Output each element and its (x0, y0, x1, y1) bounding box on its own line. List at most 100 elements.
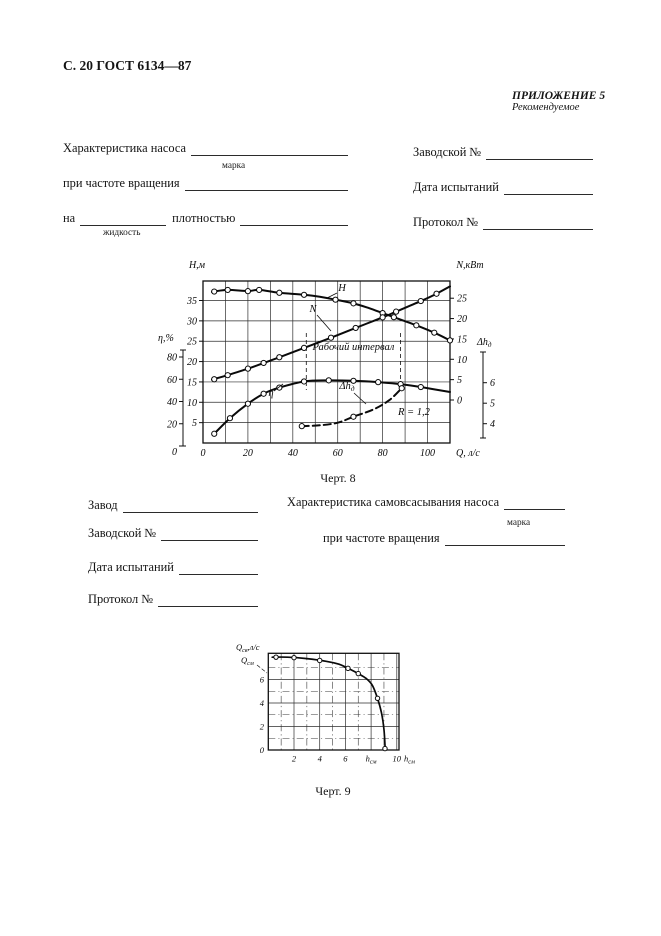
svg-text:Qсв,л/с: Qсв,л/с (236, 642, 260, 654)
svg-text:0: 0 (260, 745, 265, 755)
svg-text:5: 5 (192, 418, 197, 429)
svg-text:4: 4 (260, 698, 265, 708)
chart9-caption: Черт. 9 (315, 784, 351, 798)
svg-text:20: 20 (187, 357, 197, 368)
svg-text:0: 0 (201, 448, 206, 459)
field-test-date-2-blank (178, 561, 258, 576)
field-brand-2-sublabel: марка (507, 518, 531, 528)
field-liquid-blank (80, 212, 167, 227)
svg-text:4: 4 (490, 419, 495, 430)
field-rotation-speed-label: при частоте вращения (63, 176, 180, 190)
svg-text:2: 2 (260, 722, 265, 732)
page-header: С. 20 ГОСТ 6134—87 (63, 58, 192, 73)
svg-text:60: 60 (167, 375, 177, 386)
field-selfpriming-characteristic-label: Характеристика самовсасывания насоса (287, 495, 500, 509)
svg-text:40: 40 (288, 448, 298, 459)
appendix-label: ПРИЛОЖЕНИЕ 5 (512, 90, 606, 102)
field-factory-number-2-blank (161, 527, 258, 542)
field-protocol-number-2: Протокол № (88, 592, 258, 608)
field-factory-number-blank (486, 146, 593, 161)
svg-text:10: 10 (393, 754, 402, 764)
svg-text:60: 60 (333, 448, 343, 459)
svg-text:R = 1,2: R = 1,2 (397, 407, 431, 418)
svg-text:80: 80 (167, 353, 177, 364)
svg-text:Qсм: Qсм (241, 655, 254, 667)
field-selfpriming-characteristic: Характеристика самовсасывания насоса (287, 495, 565, 511)
svg-text:25: 25 (187, 337, 197, 348)
svg-text:0: 0 (457, 396, 462, 407)
svg-text:6: 6 (260, 675, 265, 685)
svg-text:2: 2 (292, 754, 297, 764)
field-factory-number-2-label: Заводской № (88, 526, 157, 540)
field-test-date-2-label: Дата испытаний (88, 560, 174, 574)
field-rotation-speed-blank (184, 177, 348, 192)
svg-text:35: 35 (186, 296, 197, 307)
field-test-date: Дата испытаний (413, 180, 593, 196)
svg-text:η: η (268, 388, 273, 399)
field-rotation-speed-2-label: при частоте вращения (323, 531, 440, 545)
field-rotation-speed-2-blank (444, 532, 565, 547)
field-protocol-number-2-blank (158, 593, 258, 608)
svg-text:η,%: η,% (158, 333, 174, 344)
svg-text:40: 40 (167, 397, 177, 408)
field-protocol-number: Протокол № (413, 215, 593, 231)
svg-text:Δhд: Δhд (338, 381, 354, 393)
field-test-date-blank (503, 181, 593, 196)
field-test-date-label: Дата испытаний (413, 180, 499, 194)
chart8-caption: Черт. 8 (320, 471, 356, 485)
svg-text:20: 20 (167, 419, 177, 430)
svg-text:6: 6 (343, 754, 348, 764)
svg-text:hсм: hсм (366, 754, 377, 766)
field-liquid-label: на (63, 211, 76, 225)
field-plant-blank (122, 499, 258, 514)
field-factory-number-2: Заводской № (88, 526, 258, 542)
field-plant: Завод (88, 498, 258, 514)
svg-text:20: 20 (457, 314, 467, 325)
svg-text:5: 5 (457, 375, 462, 386)
svg-text:10: 10 (187, 398, 197, 409)
svg-text:Q, л/с: Q, л/с (456, 448, 480, 459)
svg-text:4: 4 (318, 754, 323, 764)
svg-text:15: 15 (187, 377, 197, 388)
svg-text:Н,м: Н,м (188, 260, 206, 271)
field-brand-sublabel: марка (222, 161, 246, 171)
svg-text:hсм: hсм (404, 754, 415, 766)
field-selfpriming-characteristic-blank (504, 496, 565, 511)
field-factory-number-label: Заводской № (413, 145, 482, 159)
svg-text:0: 0 (172, 447, 177, 458)
field-rotation-speed: при частоте вращения (63, 176, 348, 192)
field-plant-label: Завод (88, 498, 118, 512)
svg-text:6: 6 (490, 378, 495, 389)
field-factory-number: Заводской № (413, 145, 593, 161)
field-pump-characteristic-blank (191, 142, 348, 157)
field-protocol-number-2-label: Протокол № (88, 592, 154, 606)
svg-text:100: 100 (420, 448, 435, 459)
field-test-date-2: Дата испытаний (88, 560, 258, 576)
field-density-blank (240, 212, 348, 227)
field-pump-characteristic: Характеристика насоса (63, 141, 348, 157)
svg-text:20: 20 (243, 448, 253, 459)
pump-characteristic-chart: Рабочий интервал 5 10 15 20 25 30 35 Н,м 0 5 10 15 20… (158, 260, 495, 459)
svg-text:Рабочий интервал: Рабочий интервал (312, 342, 395, 353)
field-protocol-number-label: Протокол № (413, 215, 479, 229)
field-liquid-sublabel: жидкость (103, 228, 141, 238)
svg-text:N,кВт: N,кВт (455, 260, 483, 271)
svg-text:30: 30 (186, 316, 197, 327)
field-pump-characteristic-label: Характеристика насоса (63, 141, 186, 155)
field-rotation-speed-2: при частоте вращения (323, 531, 565, 547)
appendix-block: ПРИЛОЖЕНИЕ 5 Рекомендуемое (512, 90, 605, 114)
field-liquid-density: на плотностью (63, 211, 348, 227)
svg-text:H: H (337, 283, 347, 294)
svg-text:80: 80 (378, 448, 388, 459)
svg-text:Δhд: Δhд (476, 337, 492, 349)
appendix-note: Рекомендуемое (512, 102, 580, 113)
svg-text:15: 15 (457, 334, 467, 345)
svg-text:25: 25 (457, 294, 467, 305)
svg-text:10: 10 (457, 355, 467, 366)
svg-text:N: N (308, 304, 317, 315)
svg-text:5: 5 (490, 399, 495, 410)
field-density-label: плотностью (172, 211, 236, 225)
field-protocol-number-blank (483, 216, 593, 231)
